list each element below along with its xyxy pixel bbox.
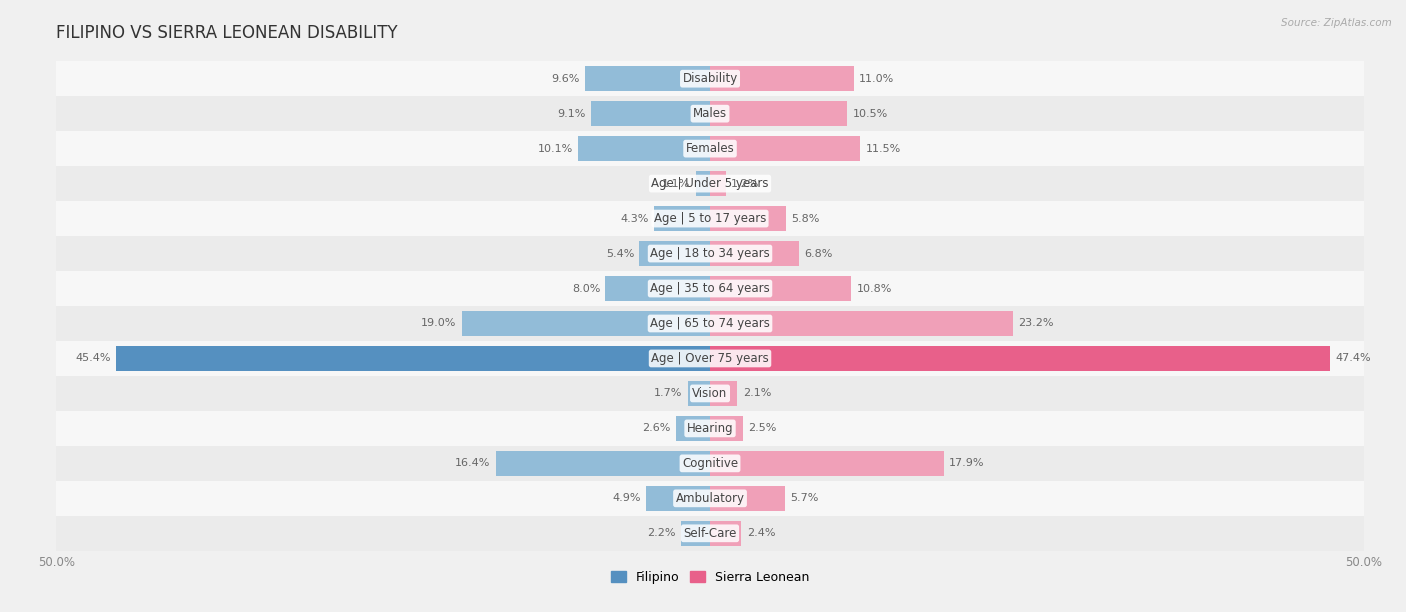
Text: Hearing: Hearing — [686, 422, 734, 435]
Text: 1.7%: 1.7% — [654, 389, 682, 398]
Text: 45.4%: 45.4% — [76, 354, 111, 364]
Text: 19.0%: 19.0% — [420, 318, 457, 329]
Text: 5.8%: 5.8% — [792, 214, 820, 223]
Text: 17.9%: 17.9% — [949, 458, 984, 468]
Text: 10.8%: 10.8% — [856, 283, 891, 294]
Text: 4.9%: 4.9% — [612, 493, 641, 503]
Bar — [56, 201, 1364, 236]
Text: 5.4%: 5.4% — [606, 248, 634, 258]
Bar — [56, 481, 1364, 516]
Text: Vision: Vision — [692, 387, 728, 400]
Text: 23.2%: 23.2% — [1018, 318, 1054, 329]
Bar — [56, 306, 1364, 341]
Bar — [654, 206, 710, 231]
Bar — [710, 486, 785, 511]
Text: 47.4%: 47.4% — [1336, 354, 1371, 364]
Text: 5.7%: 5.7% — [790, 493, 818, 503]
Bar — [682, 521, 710, 546]
Text: 2.2%: 2.2% — [648, 528, 676, 539]
Bar — [56, 516, 1364, 551]
Bar — [710, 171, 725, 196]
Bar — [688, 381, 710, 406]
Bar — [591, 101, 710, 126]
Text: Age | 65 to 74 years: Age | 65 to 74 years — [650, 317, 770, 330]
Bar — [56, 166, 1364, 201]
Legend: Filipino, Sierra Leonean: Filipino, Sierra Leonean — [606, 565, 814, 589]
Text: 10.1%: 10.1% — [537, 144, 572, 154]
Text: 9.6%: 9.6% — [551, 73, 579, 84]
Text: Disability: Disability — [682, 72, 738, 85]
Text: Age | Over 75 years: Age | Over 75 years — [651, 352, 769, 365]
Bar — [710, 381, 738, 406]
Text: 2.4%: 2.4% — [747, 528, 775, 539]
Text: 11.0%: 11.0% — [859, 73, 894, 84]
Text: FILIPINO VS SIERRA LEONEAN DISABILITY: FILIPINO VS SIERRA LEONEAN DISABILITY — [56, 24, 398, 42]
Bar — [117, 346, 710, 371]
Bar — [710, 66, 853, 91]
Bar — [710, 101, 848, 126]
Bar — [710, 311, 1014, 336]
Bar — [696, 171, 710, 196]
Bar — [56, 411, 1364, 446]
Text: Age | Under 5 years: Age | Under 5 years — [651, 177, 769, 190]
Bar — [606, 276, 710, 301]
Text: Source: ZipAtlas.com: Source: ZipAtlas.com — [1281, 18, 1392, 28]
Bar — [710, 451, 943, 476]
Text: Cognitive: Cognitive — [682, 457, 738, 470]
Bar — [56, 96, 1364, 131]
Text: 10.5%: 10.5% — [852, 109, 887, 119]
Bar — [461, 311, 710, 336]
Text: 8.0%: 8.0% — [572, 283, 600, 294]
Bar — [676, 416, 710, 441]
Text: 2.6%: 2.6% — [643, 424, 671, 433]
Text: 9.1%: 9.1% — [557, 109, 586, 119]
Text: Age | 18 to 34 years: Age | 18 to 34 years — [650, 247, 770, 260]
Bar — [640, 241, 710, 266]
Text: Age | 35 to 64 years: Age | 35 to 64 years — [650, 282, 770, 295]
Text: 6.8%: 6.8% — [804, 248, 832, 258]
Bar — [645, 486, 710, 511]
Text: 1.1%: 1.1% — [662, 179, 690, 188]
Bar — [56, 61, 1364, 96]
Bar — [710, 521, 741, 546]
Bar — [710, 136, 860, 161]
Bar — [710, 206, 786, 231]
Text: 11.5%: 11.5% — [866, 144, 901, 154]
Bar — [56, 131, 1364, 166]
Text: 16.4%: 16.4% — [456, 458, 491, 468]
Bar — [56, 271, 1364, 306]
Text: 2.1%: 2.1% — [742, 389, 770, 398]
Text: Females: Females — [686, 142, 734, 155]
Text: 2.5%: 2.5% — [748, 424, 776, 433]
Bar — [710, 416, 742, 441]
Text: Ambulatory: Ambulatory — [675, 492, 745, 505]
Bar — [578, 136, 710, 161]
Bar — [585, 66, 710, 91]
Bar — [56, 236, 1364, 271]
Text: Self-Care: Self-Care — [683, 527, 737, 540]
Bar — [710, 276, 851, 301]
Text: Age | 5 to 17 years: Age | 5 to 17 years — [654, 212, 766, 225]
Text: 1.2%: 1.2% — [731, 179, 759, 188]
Bar — [56, 446, 1364, 481]
Bar — [710, 241, 799, 266]
Text: 4.3%: 4.3% — [620, 214, 648, 223]
Text: Males: Males — [693, 107, 727, 120]
Bar — [710, 346, 1330, 371]
Bar — [56, 376, 1364, 411]
Bar — [495, 451, 710, 476]
Bar — [56, 341, 1364, 376]
